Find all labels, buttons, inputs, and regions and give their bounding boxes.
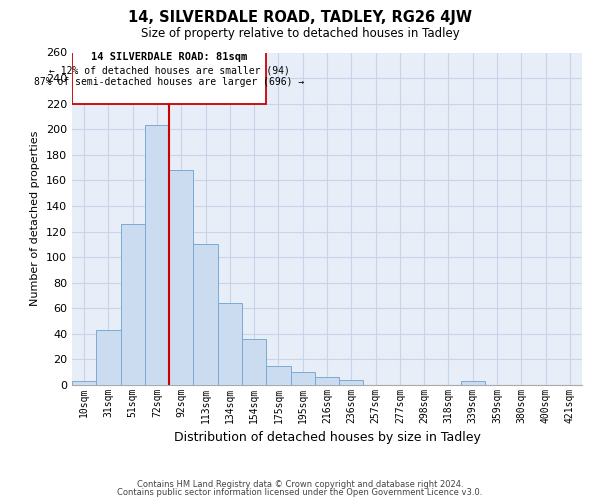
Bar [72,381,96,385]
Bar [169,170,193,385]
Bar [72,50,266,104]
Bar [266,366,290,385]
Bar [193,244,218,385]
Text: Contains HM Land Registry data © Crown copyright and database right 2024.: Contains HM Land Registry data © Crown c… [137,480,463,489]
Y-axis label: Number of detached properties: Number of detached properties [31,131,40,306]
Text: ← 12% of detached houses are smaller (94): ← 12% of detached houses are smaller (94… [49,66,290,76]
Bar [96,330,121,385]
Text: Contains public sector information licensed under the Open Government Licence v3: Contains public sector information licen… [118,488,482,497]
Text: Size of property relative to detached houses in Tadley: Size of property relative to detached ho… [140,28,460,40]
Text: 87% of semi-detached houses are larger (696) →: 87% of semi-detached houses are larger (… [34,77,304,87]
Bar [218,303,242,385]
Bar [145,126,169,385]
Bar [339,380,364,385]
X-axis label: Distribution of detached houses by size in Tadley: Distribution of detached houses by size … [173,432,481,444]
Text: 14, SILVERDALE ROAD, TADLEY, RG26 4JW: 14, SILVERDALE ROAD, TADLEY, RG26 4JW [128,10,472,25]
Bar [121,224,145,385]
Bar [315,378,339,385]
Bar [290,372,315,385]
Bar [242,339,266,385]
Text: 14 SILVERDALE ROAD: 81sqm: 14 SILVERDALE ROAD: 81sqm [91,52,247,62]
Bar [461,381,485,385]
